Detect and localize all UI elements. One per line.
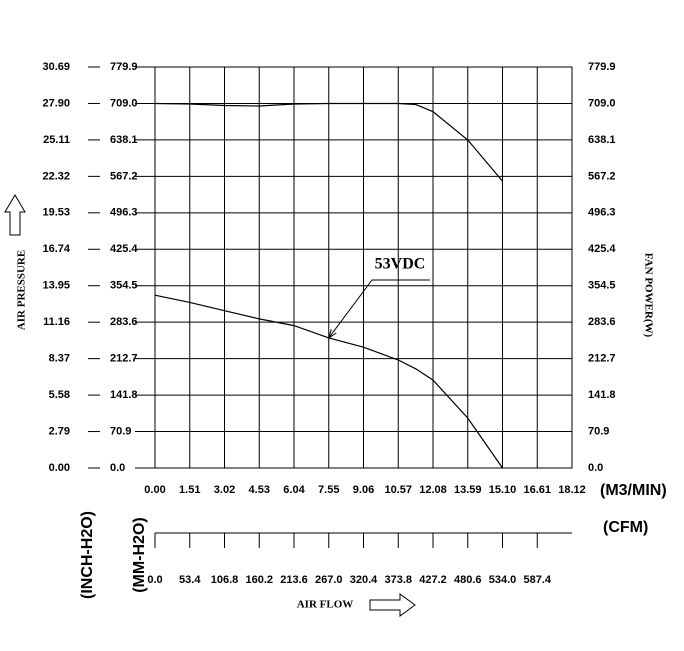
x2-tick-label: 427.2 — [419, 574, 447, 586]
flow-label: AIR FLOW — [297, 599, 354, 611]
x2-tick-label: 373.8 — [384, 574, 412, 586]
inch-tick-label: 13.95 — [42, 280, 70, 292]
y-tick-label: 709.0 — [110, 97, 138, 109]
x2-tick-label: 106.8 — [211, 574, 239, 586]
inch-tick-label: 27.90 — [42, 97, 70, 109]
x2-tick-label: 534.0 — [489, 574, 517, 586]
y2-tick-label: 638.1 — [588, 134, 616, 146]
x-tick-label: 1.51 — [179, 484, 200, 496]
y-tick-label: 354.5 — [110, 280, 138, 292]
x-tick-label: 6.04 — [283, 484, 305, 496]
y-tick-label: 70.9 — [110, 425, 131, 437]
power-label: FAN POWER(W) — [642, 253, 654, 338]
x-tick-label: 18.12 — [558, 484, 586, 496]
y2-tick-label: 212.7 — [588, 353, 616, 365]
y-tick-label: 638.1 — [110, 134, 138, 146]
inch-tick-label: 22.32 — [42, 170, 70, 182]
inch-tick-label: 0.00 — [49, 462, 70, 474]
x2-tick-label: 480.6 — [454, 574, 482, 586]
y-tick-label: 212.7 — [110, 353, 138, 365]
y2-tick-label: 283.6 — [588, 316, 616, 328]
y2-tick-label: 779.9 — [588, 61, 616, 73]
x-tick-label: 9.06 — [353, 484, 374, 496]
curve — [154, 102, 503, 182]
y-tick-label: 0.0 — [110, 462, 125, 474]
y-tick-label: 141.8 — [110, 389, 138, 401]
x2-tick-label: 320.4 — [350, 574, 378, 586]
x2-axis-title: (CFM) — [603, 519, 648, 536]
annotation: 53VDC — [375, 256, 426, 273]
x2-tick-label: 267.0 — [315, 574, 343, 586]
inch-tick-label: 16.74 — [42, 243, 70, 255]
curve — [154, 294, 503, 469]
inch-tick-label: 11.16 — [43, 316, 70, 328]
x-tick-label: 10.57 — [384, 484, 412, 496]
x-axis-title: (M3/MIN) — [600, 482, 667, 499]
inch-tick-label: 5.58 — [49, 389, 70, 401]
y2-tick-label: 425.4 — [588, 243, 616, 255]
x-tick-label: 7.55 — [318, 484, 339, 496]
y2-tick-label: 354.5 — [588, 280, 616, 292]
x-tick-label: 12.08 — [419, 484, 447, 496]
x-tick-label: 3.02 — [214, 484, 235, 496]
x2-tick-label: 213.6 — [280, 574, 308, 586]
y2-tick-label: 709.0 — [588, 97, 616, 109]
inch-axis-title: (INCH-H2O) — [79, 511, 96, 599]
inch-tick-label: 25.11 — [43, 134, 70, 146]
y2-tick-label: 70.9 — [588, 425, 609, 437]
x-tick-label: 0.00 — [144, 484, 165, 496]
y-tick-label: 496.3 — [110, 207, 138, 219]
x2-tick-label: 0.0 — [147, 574, 162, 586]
y-tick-label: 779.9 — [110, 61, 138, 73]
inch-tick-label: 8.37 — [49, 353, 70, 365]
right-arrow — [369, 593, 416, 617]
y2-tick-label: 496.3 — [588, 207, 616, 219]
y2-tick-label: 141.8 — [588, 389, 616, 401]
pressure-label: AIR PRESSURE — [16, 250, 28, 330]
inch-tick-label: 30.69 — [42, 61, 70, 73]
x2-tick-label: 160.2 — [245, 574, 273, 586]
y2-tick-label: 567.2 — [588, 170, 616, 182]
y-tick-label: 567.2 — [110, 170, 138, 182]
annotation-leader — [328, 279, 430, 339]
y-tick-label: 283.6 — [110, 316, 138, 328]
annotation-arrowhead — [328, 329, 337, 339]
inch-tick-label: 2.79 — [49, 425, 70, 437]
up-arrow — [4, 194, 26, 236]
mm-axis-title: (MM-H2O) — [131, 517, 148, 593]
x2-tick-label: 587.4 — [523, 574, 551, 586]
x2-tick-label: 53.4 — [179, 574, 201, 586]
y-tick-label: 425.4 — [110, 243, 138, 255]
x-tick-label: 15.10 — [489, 484, 517, 496]
x-tick-label: 13.59 — [454, 484, 482, 496]
x-tick-label: 4.53 — [249, 484, 270, 496]
x-tick-label: 16.61 — [523, 484, 551, 496]
inch-tick-label: 19.53 — [42, 207, 70, 219]
y2-tick-label: 0.0 — [588, 462, 603, 474]
